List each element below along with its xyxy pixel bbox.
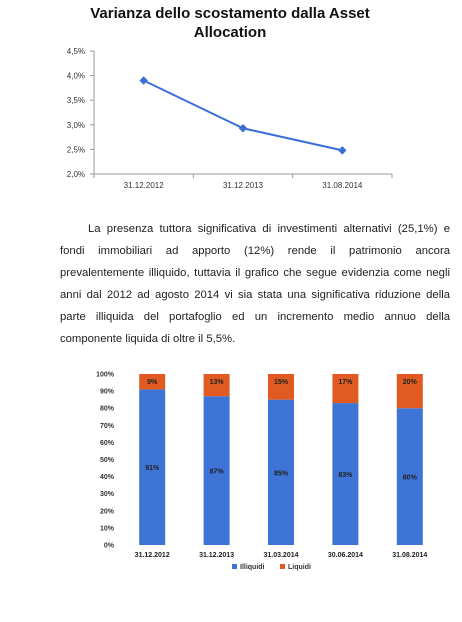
bar-data-label: 9%	[147, 379, 158, 386]
line-chart-point	[139, 76, 148, 85]
bar-segment-liquidi	[268, 374, 294, 400]
legend-label-illiquidi: Illiquidi	[240, 564, 265, 571]
body-paragraph: La presenza tuttora significativa di inv…	[60, 223, 450, 345]
line-chart-x-tick-label: 31.12.2012	[124, 181, 165, 190]
bar-chart-y-tick-label: 90%	[100, 389, 115, 396]
line-chart-y-tick-label: 4,5%	[67, 47, 85, 56]
line-chart-y-tick-label: 2,0%	[67, 170, 85, 179]
bar-chart-x-tick-label: 31.03.2014	[263, 552, 298, 559]
line-chart-title-line1: Varianza dello scostamento dalla Asset	[90, 5, 370, 22]
bar-chart-x-tick-label: 31.12.2012	[135, 552, 170, 559]
bar-chart-y-tick-label: 60%	[100, 440, 115, 447]
line-chart-point	[338, 146, 347, 155]
bar-chart-y-tick-label: 80%	[100, 406, 115, 413]
line-chart-y-tick-label: 3,5%	[67, 96, 85, 105]
bar-data-label: 15%	[274, 379, 289, 386]
bar-segment-liquidi	[203, 374, 230, 397]
bar-data-label: 17%	[338, 379, 353, 386]
bar-chart-y-tick-label: 70%	[100, 423, 115, 430]
bar-segment-liquidi	[396, 374, 423, 409]
bar-chart-y-tick-label: 20%	[100, 508, 115, 515]
bar-chart-y-tick-label: 100%	[96, 372, 115, 379]
legend-swatch-illiquidi	[232, 564, 237, 569]
bar-segment-liquidi	[139, 374, 166, 390]
line-chart-series-line	[143, 79, 343, 152]
line-chart: 2,0% 2,5% 3,0% 3,5% 4,0% 4,5% 31.12.2012 31.12.…	[67, 47, 393, 190]
bar-chart-x-tick-label: 30.06.2014	[328, 552, 363, 559]
line-chart-x-tick-label: 31.08.2014	[322, 181, 363, 190]
line-chart-y-tick-label: 3,0%	[67, 121, 85, 130]
bar-data-label: 85%	[274, 470, 289, 477]
bar-data-label: 13%	[210, 379, 225, 386]
bar-segment-illiquidi	[203, 396, 230, 545]
bar-chart-x-tick-label: 31.08.2014	[392, 552, 427, 559]
bar-chart-y-tick-label: 50%	[100, 457, 115, 464]
bar-segment-illiquidi	[268, 399, 294, 545]
line-chart-title: Varianza dello scostamento dalla Asset A…	[60, 4, 400, 42]
line-chart-y-tick-label: 4,0%	[67, 72, 85, 81]
bar-chart-y-tick-label: 10%	[100, 525, 115, 532]
legend-swatch-liquidi	[280, 564, 285, 569]
line-chart-x-tick-label: 31.12.2013	[223, 181, 264, 190]
bar-chart-y-tick-label: 30%	[100, 491, 115, 498]
line-chart-title-line2: Allocation	[193, 24, 267, 41]
bar-chart-y-tick-label: 40%	[100, 474, 115, 481]
bar-chart-y-tick-label: 0%	[104, 543, 115, 550]
legend-label-liquidi: Liquidi	[288, 564, 311, 571]
line-chart-point	[238, 124, 248, 133]
bar-data-label: 87%	[210, 469, 225, 476]
bar-segment-illiquidi	[396, 408, 423, 545]
bar-data-label: 80%	[403, 475, 418, 482]
line-chart-y-tick-label: 2,5%	[67, 145, 85, 154]
bar-data-label: 91%	[145, 465, 160, 472]
bar-segment-illiquidi	[332, 403, 359, 545]
bar-segment-liquidi	[332, 374, 359, 404]
bar-segment-illiquidi	[139, 389, 166, 545]
bar-data-label: 83%	[338, 472, 353, 479]
bar-data-label: 20%	[403, 379, 418, 386]
bar-chart-x-tick-label: 31.12.2013	[199, 552, 234, 559]
stacked-bar-chart: 0% 10% 20% 30% 40% 50% 60% 70% 80% 90% 100% 91% 9% 31…	[96, 372, 427, 572]
